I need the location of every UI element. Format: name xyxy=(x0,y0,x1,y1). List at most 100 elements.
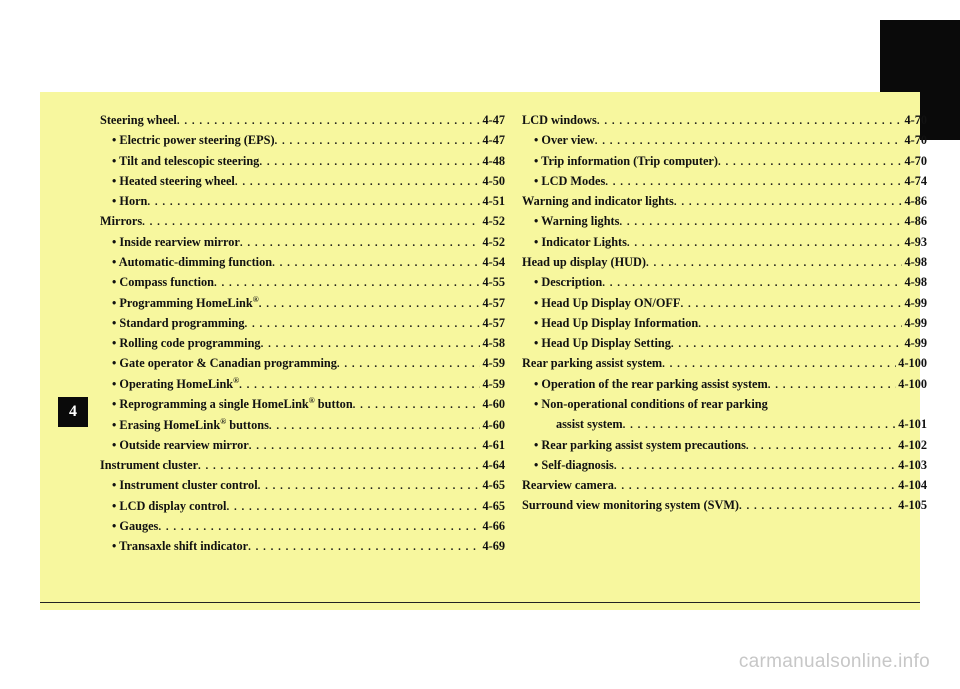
toc-left-column: Steering wheel4-47Electric power steerin… xyxy=(100,110,505,557)
toc-page: 4-101 xyxy=(896,414,927,434)
toc-dots xyxy=(739,495,896,515)
toc-page: 4-93 xyxy=(902,232,927,252)
toc-dots xyxy=(595,130,903,150)
toc-page: 4-100 xyxy=(896,374,927,394)
toc-heading: Rear parking assist system4-100 xyxy=(522,353,927,373)
toc-dots xyxy=(272,252,480,272)
toc-dots xyxy=(674,191,903,211)
toc-page: 4-98 xyxy=(902,252,927,272)
chapter-tab: 4 xyxy=(58,397,88,427)
toc-page: 4-50 xyxy=(480,171,505,191)
toc-dots xyxy=(177,110,481,130)
toc-page: 4-65 xyxy=(480,496,505,516)
toc-label: Rolling code programming xyxy=(112,333,261,353)
toc-dots xyxy=(226,496,480,516)
toc-dots xyxy=(239,374,480,394)
toc-label: Operating HomeLink® xyxy=(112,374,239,394)
toc-dots xyxy=(671,333,903,353)
toc-page: 4-86 xyxy=(902,211,927,231)
toc-dots xyxy=(158,516,480,536)
toc-entry: Tilt and telescopic steering4-48 xyxy=(100,151,505,171)
toc-heading: LCD windows 4-70 xyxy=(522,110,927,130)
toc-dots xyxy=(602,272,902,292)
toc-label: Head up display (HUD) xyxy=(522,252,646,272)
toc-label: LCD display control xyxy=(112,496,226,516)
toc-dots xyxy=(614,475,896,495)
toc-entry: Self-diagnosis 4-103 xyxy=(522,455,927,475)
toc-page: 4-55 xyxy=(480,272,505,292)
toc-page: 4-59 xyxy=(480,374,505,394)
toc-page: 4-65 xyxy=(480,475,505,495)
toc-page: 4-60 xyxy=(480,394,505,414)
toc-entry: Trip information (Trip computer)4-70 xyxy=(522,151,927,171)
toc-label: Warning lights xyxy=(534,211,619,231)
toc-entry: Outside rearview mirror4-61 xyxy=(100,435,505,455)
toc-entry: Instrument cluster control 4-65 xyxy=(100,475,505,495)
toc-label: Self-diagnosis xyxy=(534,455,614,475)
toc-entry: Erasing HomeLink® buttons4-60 xyxy=(100,415,505,435)
toc-entry: Programming HomeLink®4-57 xyxy=(100,293,505,313)
toc-dots xyxy=(235,171,481,191)
toc-label: LCD windows xyxy=(522,110,597,130)
toc-entry: LCD Modes4-74 xyxy=(522,171,927,191)
toc-label: Over view xyxy=(534,130,595,150)
toc-entry: Warning lights 4-86 xyxy=(522,211,927,231)
toc-page: 4-99 xyxy=(902,333,927,353)
toc-dots xyxy=(269,415,481,435)
toc-dots xyxy=(142,211,480,231)
toc-dots xyxy=(249,435,481,455)
toc-label: Instrument cluster control xyxy=(112,475,258,495)
toc-page: 4-48 xyxy=(480,151,505,171)
toc-entry: Description4-98 xyxy=(522,272,927,292)
toc-label: Gate operator & Canadian programming xyxy=(112,353,337,373)
toc-heading: Instrument cluster4-64 xyxy=(100,455,505,475)
toc-heading: Surround view monitoring system (SVM)4-1… xyxy=(522,495,927,515)
toc-entry: Compass function 4-55 xyxy=(100,272,505,292)
toc-entry: Operating HomeLink® 4-59 xyxy=(100,374,505,394)
toc-dots xyxy=(627,232,903,252)
toc-label: assist system xyxy=(556,414,623,434)
toc-dots xyxy=(275,130,481,150)
toc-page: 4-102 xyxy=(896,435,927,455)
toc-page: 4-86 xyxy=(902,191,927,211)
toc-dots xyxy=(259,293,481,313)
toc-label: Heated steering wheel xyxy=(112,171,235,191)
toc-dots xyxy=(259,151,480,171)
toc-page: 4-57 xyxy=(480,313,505,333)
toc-label: Steering wheel xyxy=(100,110,177,130)
toc-entry: Automatic-dimming function4-54 xyxy=(100,252,505,272)
toc-dots xyxy=(680,293,902,313)
toc-label: Standard programming xyxy=(112,313,245,333)
toc-heading: Warning and indicator lights4-86 xyxy=(522,191,927,211)
toc-label: Head Up Display Setting xyxy=(534,333,671,353)
toc-label: Electric power steering (EPS) xyxy=(112,130,275,150)
toc-entry: Gauges4-66 xyxy=(100,516,505,536)
toc-dots xyxy=(198,455,480,475)
toc-page: 4-52 xyxy=(480,211,505,231)
toc-label: Programming HomeLink® xyxy=(112,293,259,313)
toc-label: Head Up Display ON/OFF xyxy=(534,293,680,313)
toc-label: Mirrors xyxy=(100,211,142,231)
toc-label: Non-operational conditions of rear parki… xyxy=(534,394,768,414)
toc-page: 4-74 xyxy=(902,171,927,191)
toc-label: Rearview camera xyxy=(522,475,614,495)
toc-page: 4-69 xyxy=(480,536,505,556)
toc-label: Compass function xyxy=(112,272,214,292)
toc-entry: LCD display control 4-65 xyxy=(100,496,505,516)
page: 4 Steering wheel4-47Electric power steer… xyxy=(0,0,960,689)
toc-page: 4-99 xyxy=(902,313,927,333)
toc-dots xyxy=(662,353,896,373)
toc-label: Inside rearview mirror xyxy=(112,232,240,252)
toc-dots xyxy=(597,110,903,130)
toc-entry: Inside rearview mirror4-52 xyxy=(100,232,505,252)
toc-page: 4-61 xyxy=(480,435,505,455)
toc-label: Erasing HomeLink® buttons xyxy=(112,415,269,435)
toc-heading: Head up display (HUD) 4-98 xyxy=(522,252,927,272)
toc-page: 4-103 xyxy=(896,455,927,475)
toc-label: Transaxle shift indicator xyxy=(112,536,248,556)
toc-entry: Indicator Lights4-93 xyxy=(522,232,927,252)
toc-dots xyxy=(619,211,902,231)
toc-dots xyxy=(353,394,481,414)
toc-page: 4-70 xyxy=(902,110,927,130)
toc-entry: Reprogramming a single HomeLink® button4… xyxy=(100,394,505,414)
